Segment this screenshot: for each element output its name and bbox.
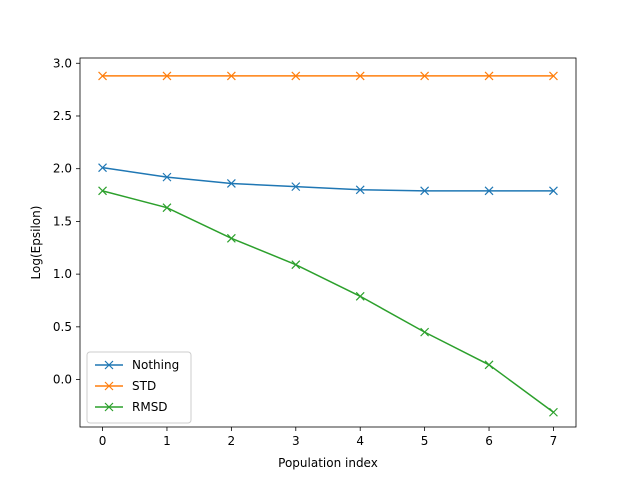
x-tick-label-6: 6 bbox=[485, 434, 493, 448]
legend-label-rmsd: RMSD bbox=[132, 400, 168, 414]
x-tick-label-3: 3 bbox=[292, 434, 300, 448]
x-tick-label-1: 1 bbox=[163, 434, 171, 448]
y-axis-label: Log(Epsilon) bbox=[29, 206, 43, 280]
data-point-nothing-1 bbox=[162, 172, 172, 182]
series-line-rmsd bbox=[102, 190, 554, 413]
data-point-rmsd-4 bbox=[355, 291, 365, 301]
legend-marker-std bbox=[104, 381, 114, 391]
data-point-nothing-7 bbox=[549, 186, 558, 196]
x-tick-label-7: 7 bbox=[550, 434, 558, 448]
y-tick-label-6: 3.0 bbox=[53, 56, 72, 70]
y-tick-label-4: 2.0 bbox=[53, 162, 72, 176]
axes-frame bbox=[79, 57, 577, 428]
y-tick-label-1: 0.5 bbox=[53, 320, 72, 334]
x-tick-label-4: 4 bbox=[356, 434, 364, 448]
data-point-rmsd-7 bbox=[549, 407, 558, 417]
data-point-std-0 bbox=[98, 71, 107, 81]
data-point-rmsd-5 bbox=[420, 327, 430, 337]
x-tick-label-2: 2 bbox=[228, 434, 236, 448]
data-point-nothing-6 bbox=[484, 186, 494, 196]
data-point-std-3 bbox=[291, 71, 301, 81]
data-point-nothing-5 bbox=[420, 186, 430, 196]
data-point-rmsd-3 bbox=[291, 260, 301, 270]
series-line-nothing bbox=[102, 166, 554, 192]
data-point-std-7 bbox=[549, 71, 558, 81]
x-tick-label-0: 0 bbox=[99, 434, 107, 448]
x-tick-label-5: 5 bbox=[421, 434, 429, 448]
data-point-rmsd-2 bbox=[226, 233, 236, 243]
data-point-rmsd-6 bbox=[484, 360, 494, 370]
y-tick-label-5: 2.5 bbox=[53, 109, 72, 123]
y-tick-label-0: 0.0 bbox=[53, 373, 72, 387]
data-point-nothing-2 bbox=[226, 179, 236, 188]
data-point-nothing-4 bbox=[355, 185, 365, 195]
y-tick-label-2: 1.0 bbox=[53, 267, 72, 281]
data-point-rmsd-1 bbox=[162, 203, 172, 213]
data-point-std-1 bbox=[162, 71, 172, 81]
legend-label-nothing: Nothing bbox=[132, 358, 179, 372]
data-point-nothing-3 bbox=[291, 182, 301, 192]
legend-label-std: STD bbox=[132, 379, 156, 393]
axes: 0 1 2 3 4 5 6 7 0.0 0.5 1.0 1.5 2.0 2.5 3.0 bbox=[53, 56, 577, 448]
plot-area bbox=[98, 71, 558, 417]
legend-box bbox=[86, 351, 192, 424]
y-tick-label-3: 1.5 bbox=[53, 214, 72, 228]
data-point-std-2 bbox=[226, 71, 236, 81]
data-point-std-6 bbox=[484, 71, 494, 81]
legend-marker-nothing bbox=[104, 360, 114, 370]
data-point-rmsd-0 bbox=[98, 186, 107, 196]
data-point-std-5 bbox=[420, 71, 430, 81]
data-point-nothing-0 bbox=[98, 163, 107, 173]
legend-marker-rmsd bbox=[104, 402, 114, 412]
data-point-std-4 bbox=[355, 71, 365, 81]
legend: Nothing STD RMSD bbox=[86, 351, 192, 424]
x-axis-label: Population index bbox=[278, 456, 378, 470]
